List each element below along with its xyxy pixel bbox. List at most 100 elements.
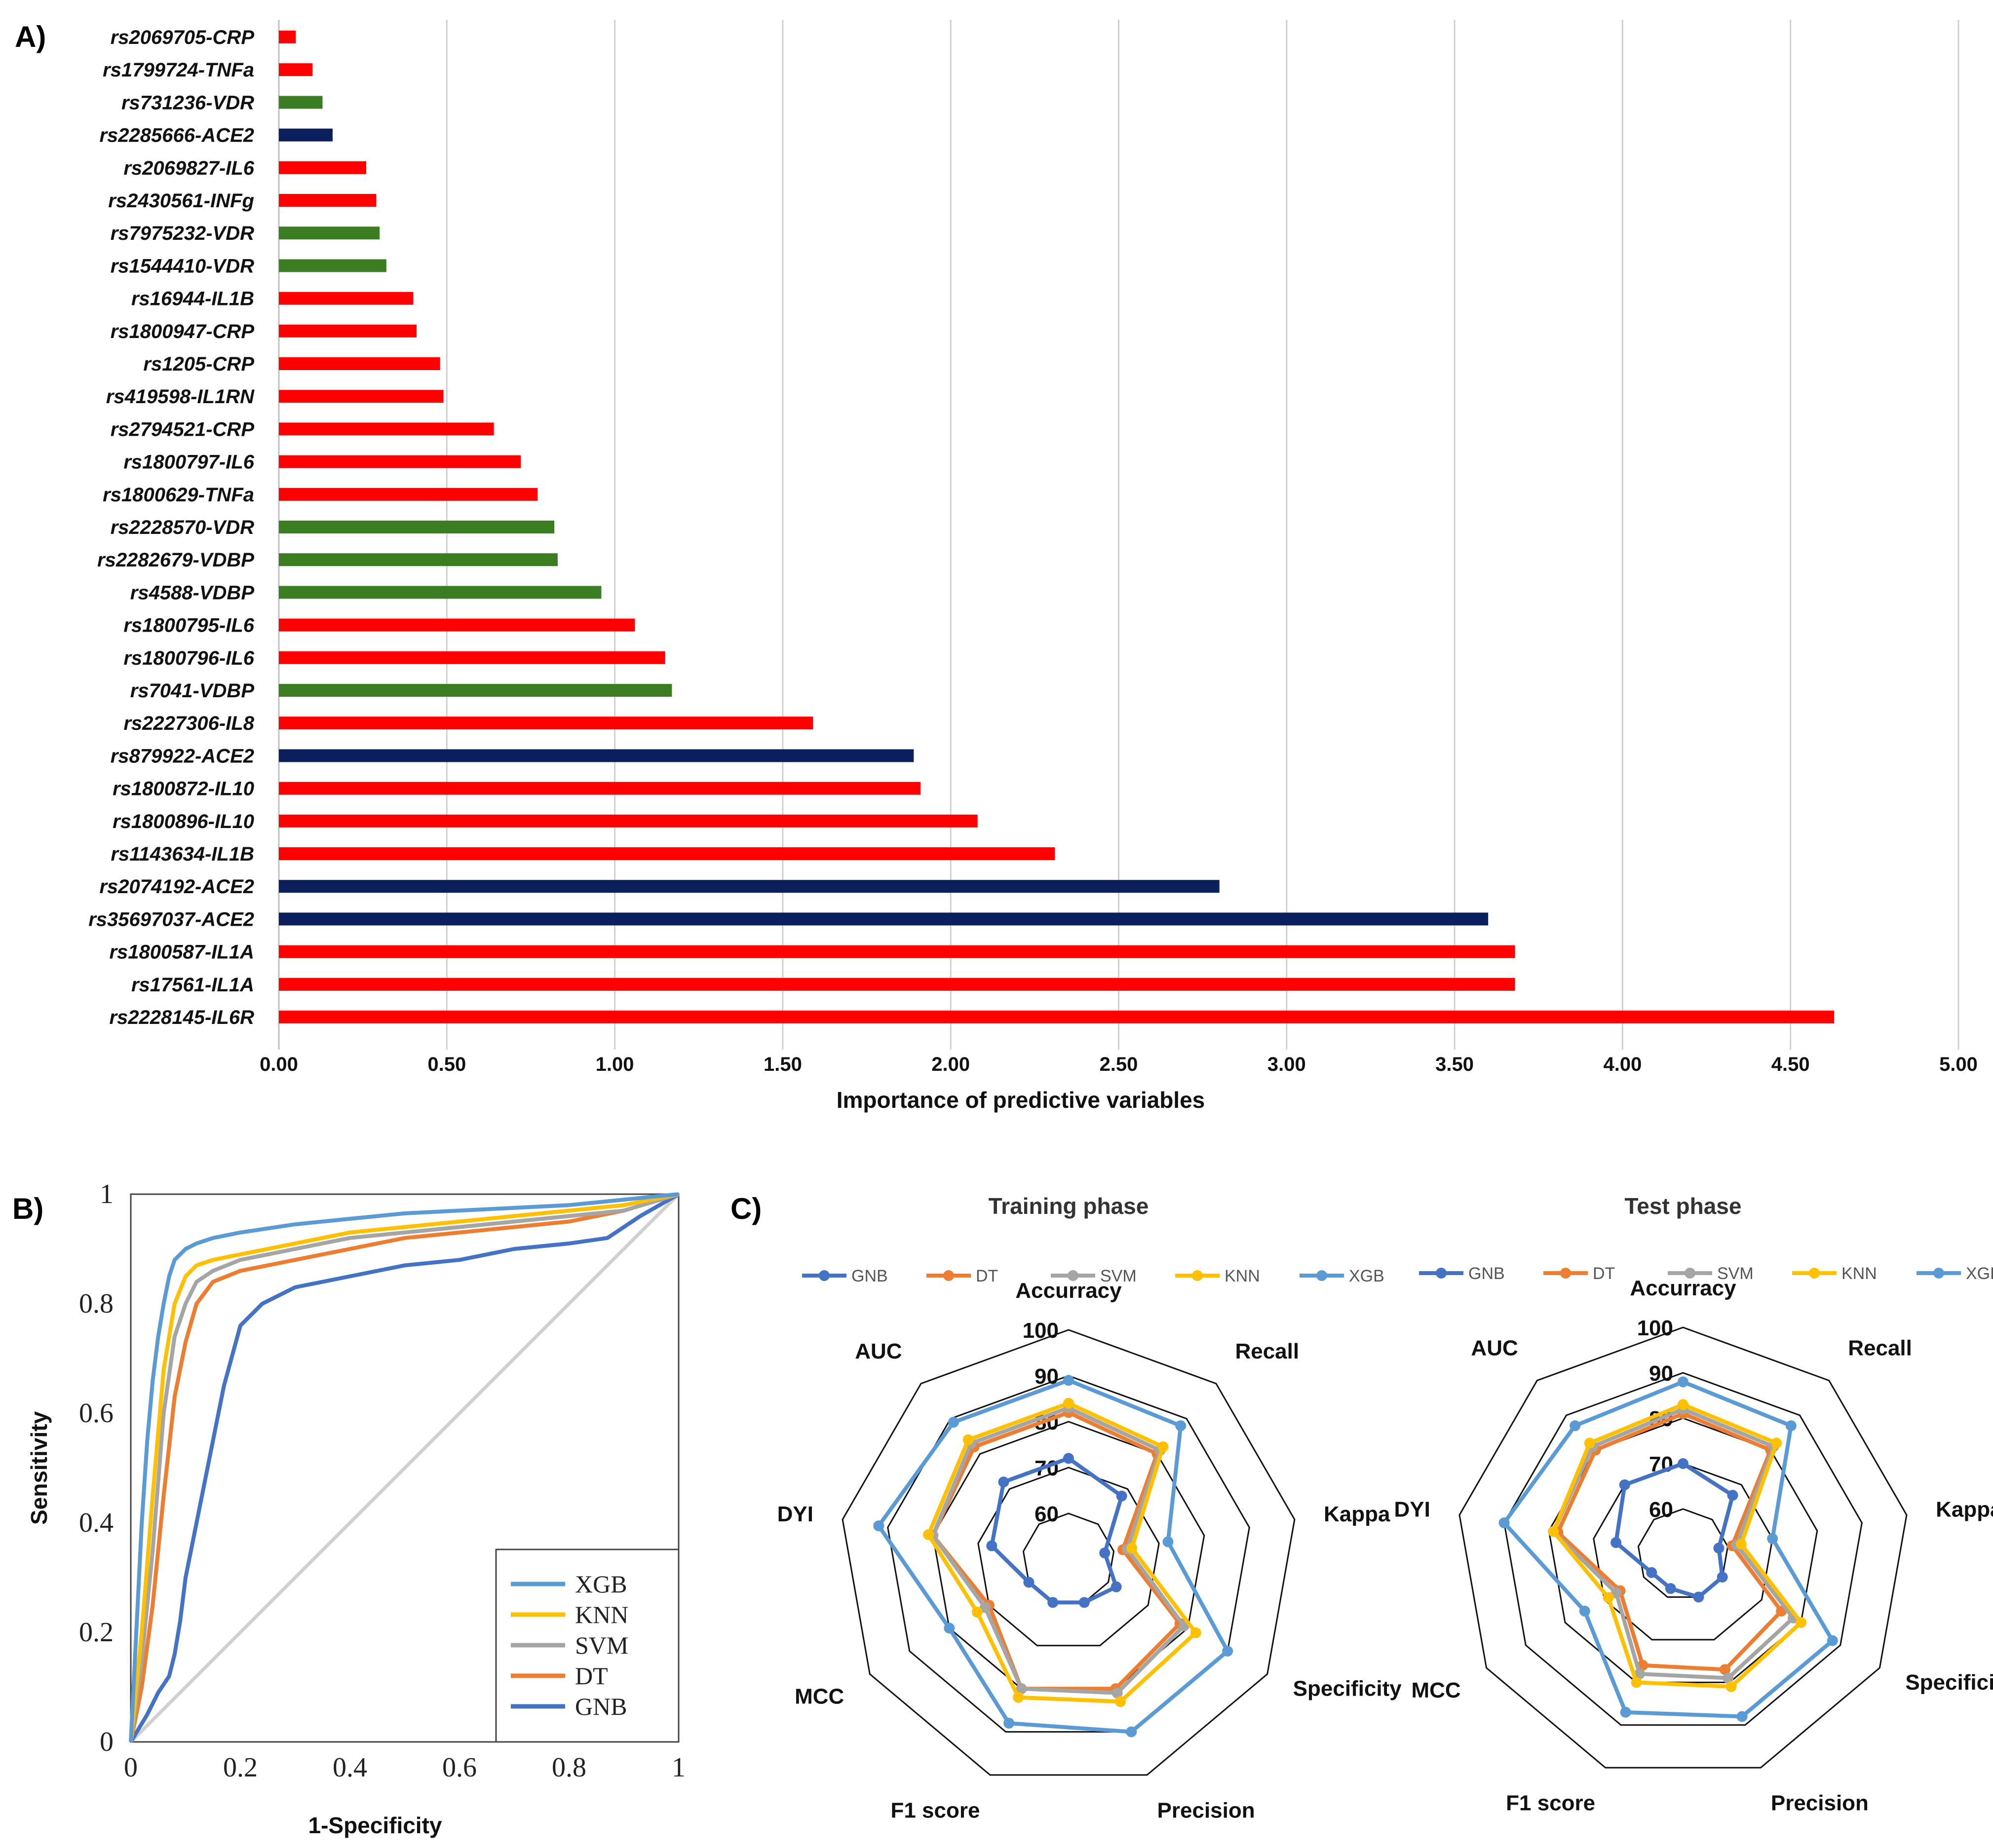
radar-point-knn: [1631, 1677, 1642, 1688]
importance-category-label: rs2227306-IL8: [123, 713, 254, 734]
radar-axis-label: Recall: [1235, 1339, 1299, 1363]
radar-point-xgb: [1579, 1606, 1590, 1617]
radar-point-knn: [1126, 1543, 1138, 1554]
radar-legend-marker-knn: [1809, 1268, 1820, 1279]
radar-grid-ring: [842, 1329, 1296, 1776]
radar-point-gnb: [1619, 1479, 1630, 1491]
roc-plot-frame: [130, 1193, 680, 1743]
importance-x-tick: 0.00: [260, 1054, 298, 1075]
roc-legend-label-knn: KNN: [575, 1601, 628, 1628]
radar-point-gnb: [1717, 1572, 1728, 1583]
radar-grid-ring: [1503, 1372, 1863, 1726]
radar-axis-label: Accurracy: [1015, 1279, 1122, 1303]
importance-bar: [279, 814, 978, 828]
importance-bar: [279, 488, 538, 501]
importance-category-label: rs1800795-IL6: [123, 615, 254, 637]
radar-point-knn: [1725, 1681, 1737, 1693]
importance-bar: [279, 259, 386, 272]
radar-grid-ring: [1637, 1508, 1729, 1598]
importance-bar: [279, 782, 920, 795]
importance-category-label: rs1800796-IL6: [123, 647, 254, 669]
radar-point-knn: [1584, 1437, 1595, 1449]
radar-legend-marker-xgb: [1933, 1268, 1944, 1279]
radar-axis-label: Specificity: [1293, 1677, 1402, 1701]
radar-point-gnb: [1693, 1591, 1704, 1603]
roc-legend-label-gnb: GNB: [575, 1693, 627, 1720]
importance-bar: [279, 553, 558, 566]
roc-x-tick: 1: [672, 1752, 686, 1783]
radar-axis-label: AUC: [855, 1339, 902, 1363]
roc-x-tick: 0.6: [442, 1752, 477, 1783]
radar-legend-marker-dt: [943, 1270, 954, 1281]
radar-point-gnb: [1116, 1490, 1127, 1502]
radar-legend-label-gnb: GNB: [1468, 1264, 1505, 1283]
panel-label-a: A): [15, 20, 46, 53]
radar-grid-ring: [1458, 1326, 1908, 1769]
roc-curve-dt: [129, 1192, 680, 1742]
radar-point-xgb: [1827, 1635, 1838, 1646]
importance-x-tick: 5.00: [1939, 1054, 1978, 1075]
importance-category-label: rs2069705-CRP: [111, 27, 255, 48]
radar-point-xgb: [1063, 1375, 1074, 1386]
radar-legend-label-svm: SVM: [1100, 1267, 1137, 1285]
radar-series-gnb: [1614, 1462, 1735, 1599]
importance-bar: [279, 226, 380, 240]
importance-bar: [279, 96, 323, 109]
radar-point-xgb: [1222, 1646, 1233, 1657]
importance-category-label: rs731236-VDR: [121, 92, 254, 113]
importance-x-tick: 1.50: [764, 1054, 802, 1075]
roc-x-tick: 0.4: [333, 1752, 367, 1783]
radar-point-gnb: [1610, 1537, 1622, 1548]
importance-category-label: rs4588-VDBP: [130, 582, 255, 603]
radar-tick-label: 60: [1035, 1502, 1059, 1526]
roc-chart: B) 0 0.2 0.4 0.6 0.8 1 0 0.2 0.4 0.6 0.8 1 1-Specif…: [12, 1179, 686, 1838]
radar-tick-label: 90: [1649, 1361, 1673, 1386]
importance-bar: [279, 357, 440, 370]
roc-legend-label-dt: DT: [575, 1662, 608, 1690]
importance-bar: [279, 324, 417, 338]
radar-axis-label: F1 score: [890, 1798, 980, 1822]
radar-legend-label-dt: DT: [1593, 1264, 1615, 1283]
importance-category-label: rs1205-CRP: [143, 353, 254, 375]
radar-legend-label-dt: DT: [976, 1267, 998, 1285]
radar-point-xgb: [1785, 1420, 1797, 1432]
panel-label-b: B): [12, 1192, 43, 1225]
panel-label-c: C): [730, 1192, 762, 1225]
radar-point-xgb: [1162, 1536, 1174, 1547]
radar-point-xgb: [1003, 1718, 1015, 1729]
importance-bar: [279, 31, 296, 43]
radar-point-svm: [979, 1602, 991, 1613]
roc-x-axis-title: 1-Specificity: [308, 1812, 442, 1838]
radar-point-xgb: [873, 1520, 884, 1532]
radar-point-gnb: [1727, 1490, 1738, 1501]
radar-series-svm: [1551, 1407, 1796, 1680]
radar-axis-label: Specificity: [1905, 1670, 1993, 1695]
radar-tick-label: 60: [1649, 1498, 1673, 1522]
radar-legend-marker-xgb: [1316, 1270, 1327, 1281]
importance-bar: [279, 880, 1220, 893]
radar-point-xgb: [1175, 1420, 1187, 1432]
importance-category-label: rs1800872-IL10: [113, 778, 254, 800]
importance-category-label: rs2069827-IL6: [123, 157, 254, 179]
radar-point-knn: [1678, 1399, 1688, 1410]
importance-bar: [279, 194, 377, 207]
importance-x-ticks: 0.00 0.50 1.00 1.50 2.00 2.50 3.00 3.50 4.00 4.50…: [260, 1054, 1978, 1075]
radar-legend-label-knn: KNN: [1225, 1267, 1260, 1285]
importance-category-label: rs16944-IL1B: [131, 288, 254, 310]
radar-tick-label: 100: [1023, 1319, 1059, 1343]
roc-curve-xgb: [129, 1192, 679, 1742]
radar-axis-label: MCC: [1411, 1678, 1460, 1702]
roc-x-tick: 0: [124, 1752, 138, 1783]
radar-point-xgb: [944, 1622, 955, 1634]
importance-category-label: rs2228570-VDR: [111, 517, 254, 538]
roc-legend-label-svm: SVM: [575, 1631, 628, 1659]
importance-x-tick: 4.50: [1771, 1054, 1810, 1075]
radar-point-gnb: [998, 1476, 1009, 1488]
importance-category-label: rs2285666-ACE2: [99, 125, 254, 147]
radar-point-svm: [1016, 1683, 1027, 1695]
importance-x-tick: 3.00: [1267, 1054, 1306, 1075]
importance-bar: [279, 1011, 1835, 1023]
radar-legend-label-knn: KNN: [1841, 1264, 1877, 1283]
